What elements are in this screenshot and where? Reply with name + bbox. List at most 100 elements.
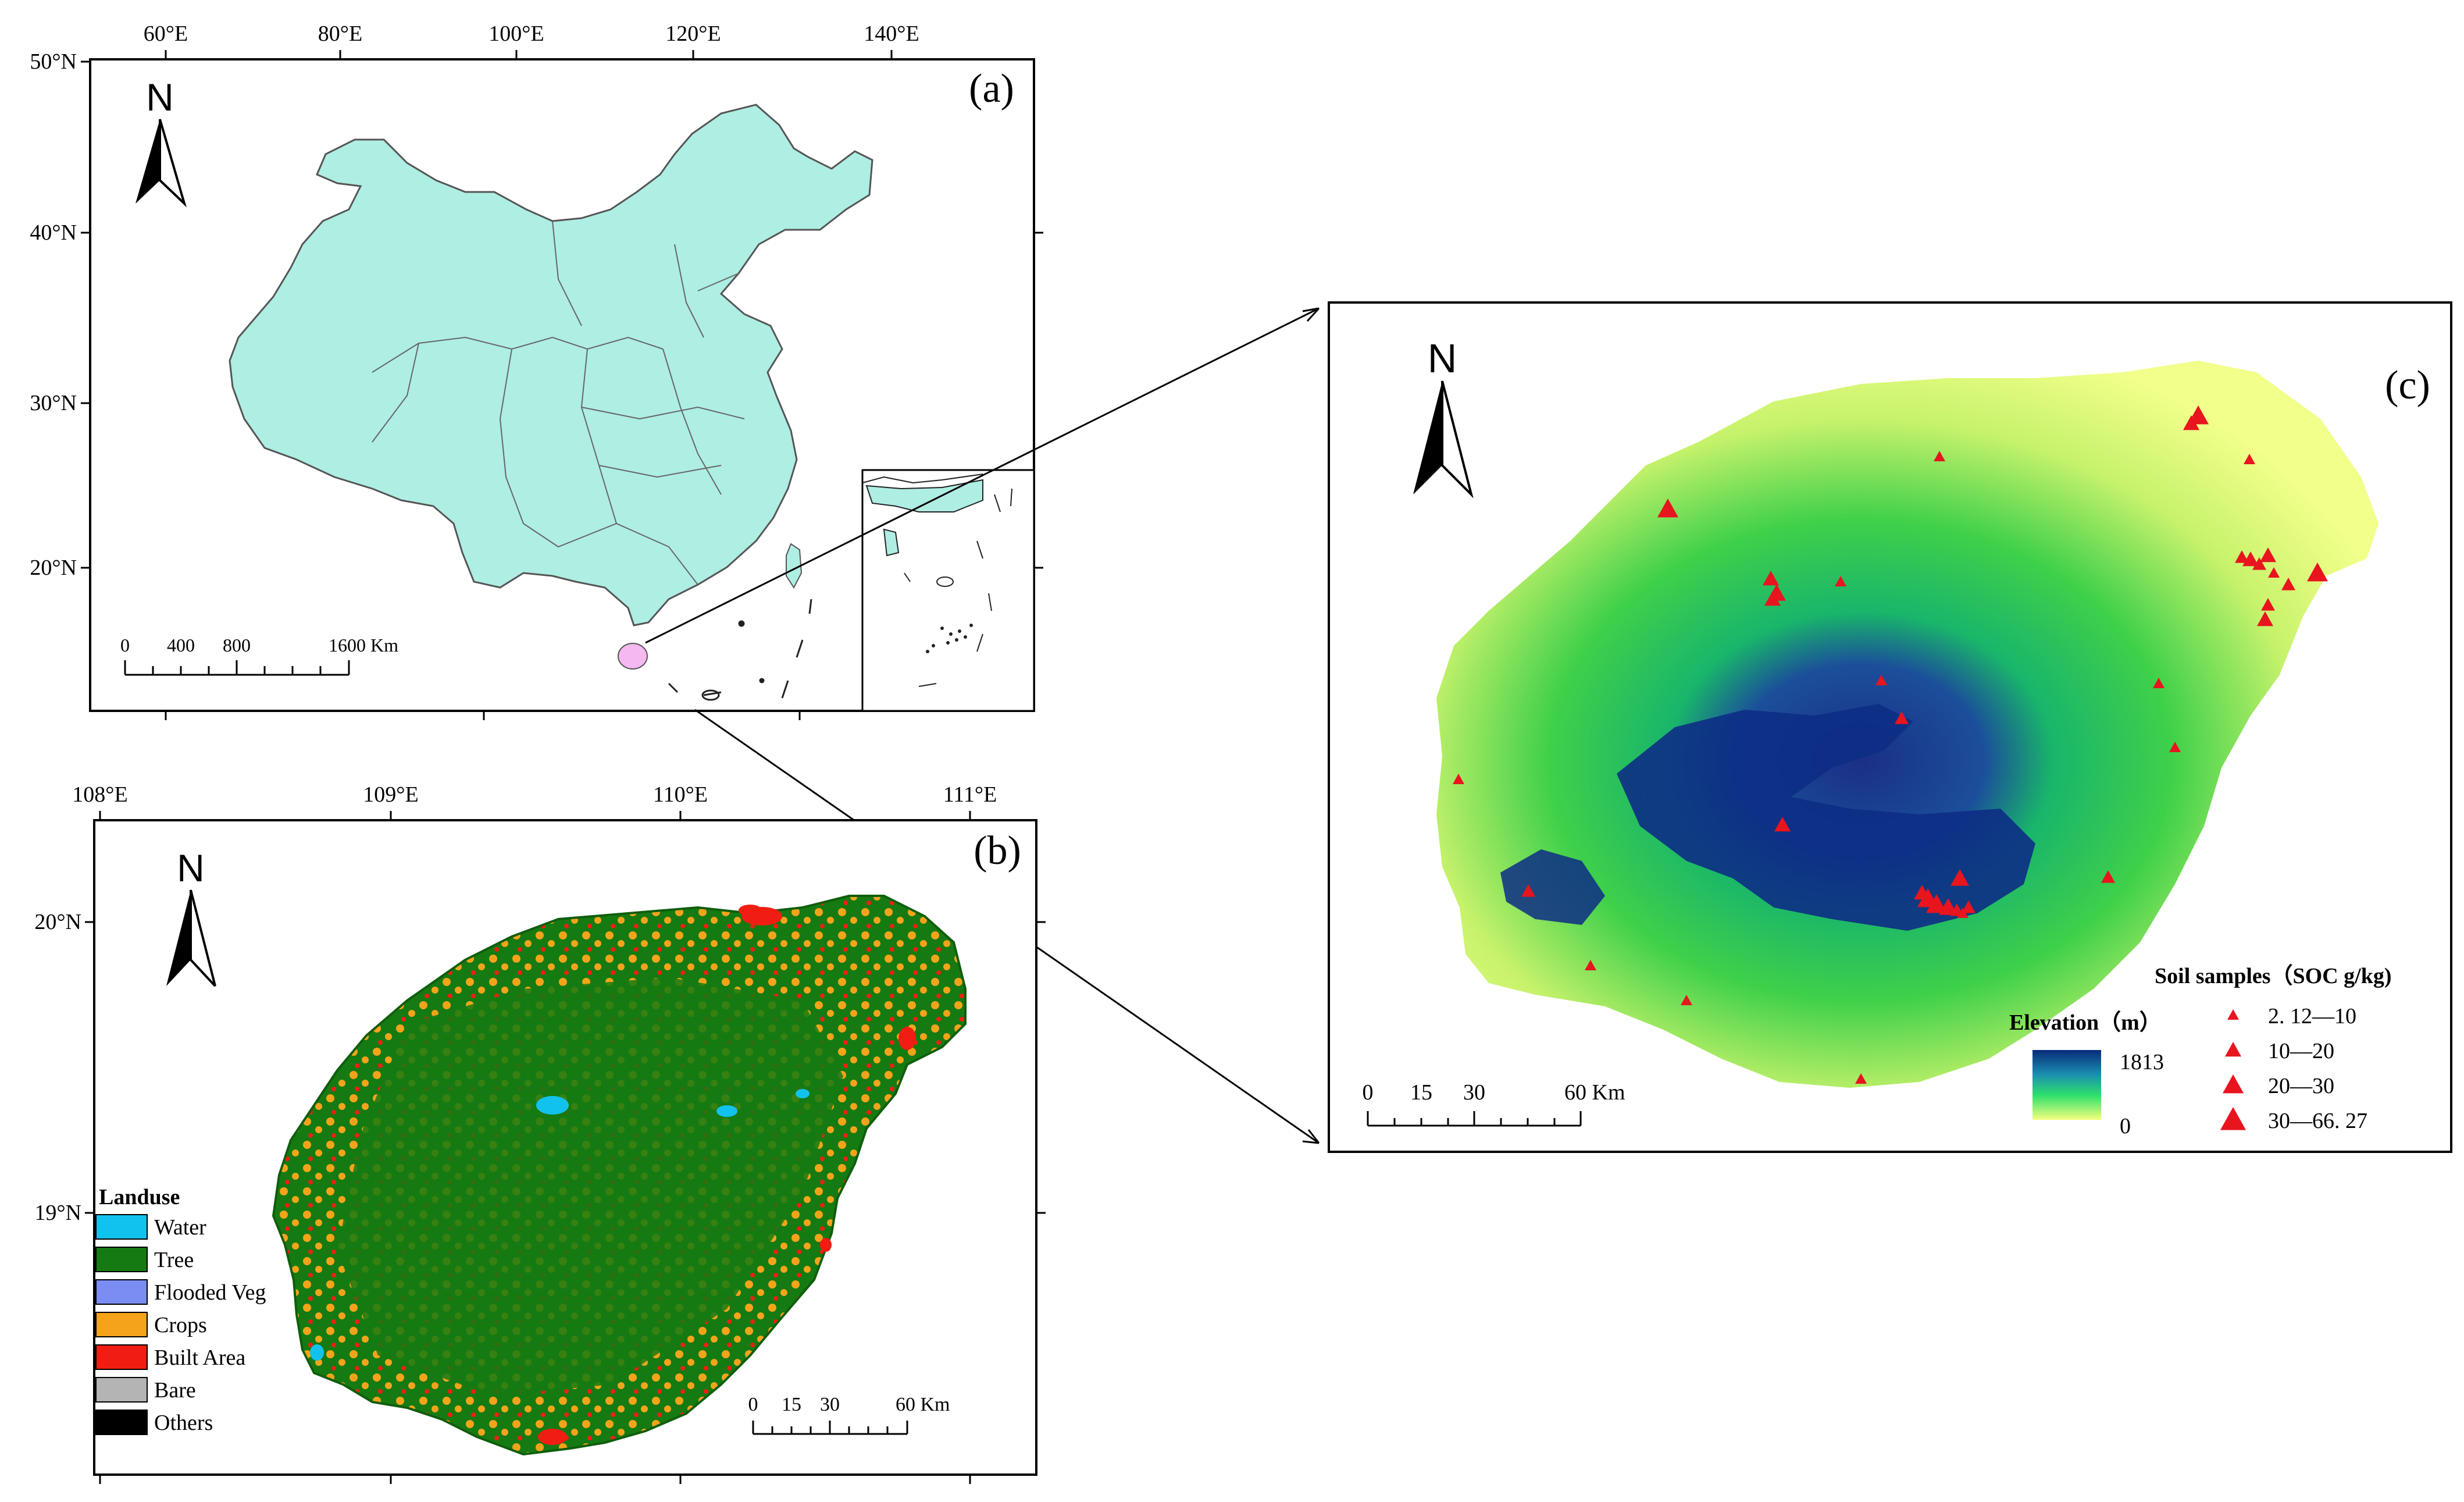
soil-sample-marker	[2307, 563, 2328, 582]
soil-sample-marker	[1657, 499, 1678, 518]
scale-label: 0	[120, 635, 130, 656]
sample-legend-label: 20—30	[2268, 1074, 2334, 1098]
legend-label: Crops	[154, 1313, 207, 1337]
scale-bar-a: 0 400 800 1600 Km	[120, 635, 398, 676]
soil-sample-marker	[1681, 995, 1692, 1005]
soil-sample-marker	[1875, 675, 1887, 685]
panel-a-lon-tick-label: 120°E	[665, 22, 721, 46]
north-label: N	[1428, 336, 1457, 381]
soil-sample-marker	[1934, 451, 1945, 461]
panel-a-lat-tick-label: 20°N	[30, 556, 77, 580]
sample-legend-label: 2. 12—10	[2268, 1004, 2356, 1028]
panel-b-lat-tick-label: 19°N	[34, 1201, 81, 1225]
scale-label: 400	[167, 635, 195, 656]
soil-sample-marker	[1895, 711, 1909, 724]
water-bodies	[310, 1089, 810, 1361]
legend-swatch	[95, 1279, 148, 1305]
legend-label: Others	[154, 1411, 213, 1435]
soil-sample-marker	[1764, 591, 1781, 606]
tree-core	[337, 977, 843, 1396]
legend-label: Water	[154, 1215, 206, 1240]
panel-a-lon-tick-label: 140°E	[864, 22, 919, 46]
china-landmass	[229, 104, 873, 627]
hainan-highlight	[618, 643, 648, 670]
panel-c: N (c) 0 15 30 60 Km Elevation（m）	[1328, 301, 2452, 1153]
soil-sample-marker	[2257, 611, 2273, 627]
scale-label: 30	[820, 1394, 840, 1415]
sample-legend-marker	[2223, 1074, 2244, 1094]
legend-swatch	[95, 1214, 148, 1240]
legend-label: Bare	[154, 1378, 196, 1403]
sample-legend-label: 30—66. 27	[2268, 1109, 2367, 1133]
soil-sample-marker	[1585, 960, 1596, 970]
soil-sample-marker	[2261, 598, 2275, 611]
legend-label: Tree	[154, 1248, 194, 1272]
legend-swatch	[95, 1312, 148, 1337]
scale-label: 30	[1463, 1080, 1485, 1105]
panel-a-lon-tick-label: 80°E	[318, 22, 362, 46]
soil-sample-marker	[2169, 742, 2181, 752]
sample-legend-marker	[2220, 1107, 2246, 1130]
soil-sample-marker	[2268, 567, 2280, 578]
scale-label: 0	[748, 1394, 758, 1415]
soil-sample-marker	[1962, 901, 1976, 913]
soil-sample-points	[1453, 405, 2328, 1084]
elevation-max: 1813	[2120, 1050, 2164, 1074]
panel-b-lon-tick-label: 110°E	[653, 782, 708, 807]
panel-b-lon-tick-label: 108°E	[72, 782, 127, 807]
scale-bar-b: 0 15 30 60 Km	[748, 1394, 950, 1435]
soil-sample-marker	[1835, 576, 1846, 586]
north-label: N	[146, 76, 174, 119]
soil-sample-marker	[1855, 1073, 1867, 1084]
taiwan	[786, 543, 803, 589]
province-boundaries	[372, 220, 745, 585]
sample-legend-marker	[2227, 1009, 2239, 1020]
panel-a: 60°E 80°E 100°E 120°E 140°E 50°N 40°N 30…	[30, 22, 1043, 720]
soil-sample-marker	[2242, 551, 2259, 567]
soil-sample-marker	[1774, 817, 1791, 832]
legend-label: Flooded Veg	[154, 1280, 266, 1305]
north-arrow-c: N	[1413, 336, 1474, 499]
soil-sample-marker	[2252, 557, 2266, 570]
legend-title: Landuse	[99, 1185, 180, 1209]
panel-a-lat-tick-label: 40°N	[30, 220, 77, 245]
panel-a-label: (a)	[969, 66, 1014, 111]
soil-samples-legend: Soil samples（SOC g/kg) 2. 12—10 10—20 20—3…	[2155, 964, 2392, 1133]
panel-c-label: (c)	[2385, 363, 2430, 408]
panel-a-lat-tick-label: 30°N	[30, 391, 77, 415]
elevation-title: Elevation（m）	[2009, 1010, 2162, 1035]
soil-sample-marker	[2235, 550, 2249, 563]
elevation-legend: Elevation（m） 1813 0	[2009, 1010, 2164, 1138]
soil-sample-marker	[2183, 415, 2199, 430]
legend-swatch	[95, 1410, 148, 1435]
inset-content	[862, 474, 1012, 687]
panel-b: 108°E 109°E 110°E 111°E 20°N 19°N N (b) …	[34, 782, 1046, 1484]
panel-a-lat-ticks	[81, 60, 1043, 569]
panel-a-lon-tick-label: 100°E	[488, 22, 544, 46]
soil-sample-marker	[2260, 547, 2276, 563]
samples-title: Soil samples（SOC g/kg)	[2155, 964, 2392, 988]
soil-sample-marker	[1453, 774, 1464, 784]
panel-b-lon-tick-label: 109°E	[363, 782, 418, 807]
panel-b-lon-tick-label: 111°E	[943, 782, 997, 807]
soil-sample-marker	[1926, 894, 1947, 913]
scale-label: 60 Km	[896, 1394, 950, 1415]
scale-label: 1600 Km	[329, 635, 398, 656]
south-sea-dashes	[668, 599, 812, 701]
built-areas	[538, 905, 916, 1445]
legend-swatch	[95, 1247, 148, 1272]
legend-label: Built Area	[154, 1346, 245, 1370]
scale-label: 0	[1363, 1080, 1374, 1105]
scale-label: 60 Km	[1564, 1080, 1625, 1105]
legend-swatch	[95, 1377, 148, 1403]
sample-legend-label: 10—20	[2268, 1039, 2334, 1063]
legend-swatch	[95, 1344, 148, 1370]
landuse-legend: Landuse Water Tree Flooded Veg Crops Built A…	[95, 1185, 266, 1435]
mountain-core	[1617, 704, 2035, 931]
soil-sample-marker	[1950, 869, 1969, 886]
scale-label: 15	[782, 1394, 801, 1415]
soil-sample-marker	[2101, 870, 2115, 883]
north-label: N	[177, 846, 205, 889]
sample-legend-marker	[2225, 1042, 2241, 1057]
